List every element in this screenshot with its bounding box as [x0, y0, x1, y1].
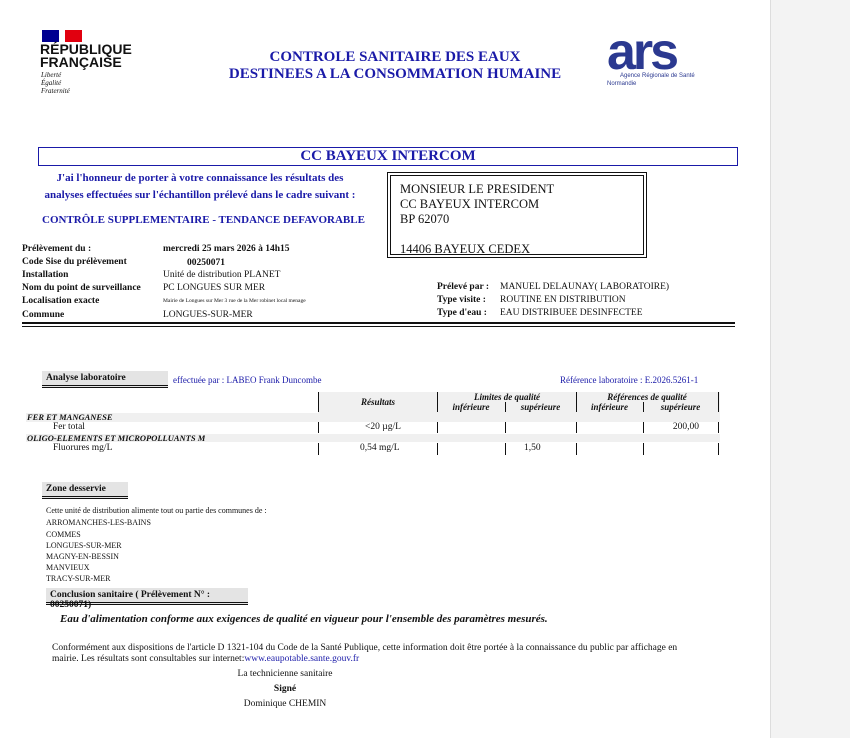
- info-right-value: EAU DISTRIBUEE DESINFECTEE: [500, 308, 643, 318]
- footer-para1: Conformément aux dispositions de l'artic…: [52, 643, 678, 653]
- header-results: Résultats: [360, 397, 395, 407]
- ars-logo: ars: [607, 23, 679, 81]
- devise-liberte: Liberté: [41, 71, 62, 79]
- header-limits: Limites de qualité: [474, 392, 540, 402]
- commune-item: MANVIEUX: [46, 563, 90, 572]
- commune-item: COMMES: [46, 530, 81, 539]
- header-lim-inf: inférieure: [452, 402, 490, 412]
- zone-intro: Cette unité de distribution alimente tou…: [46, 506, 267, 515]
- address-line: BP 62070: [400, 212, 450, 226]
- param-name: Fer total: [53, 422, 85, 432]
- info-right-label: Type d'eau :: [437, 308, 487, 318]
- table-header-bg: [318, 392, 720, 413]
- header-lim-sup: supérieure: [520, 402, 561, 412]
- commune-item: TRACY-SUR-MER: [46, 574, 111, 583]
- commune-item: MAGNY-EN-BESSIN: [46, 552, 119, 561]
- intro-line1: J'ai l'honneur de porter à votre connais…: [56, 172, 344, 184]
- info-label: Commune: [22, 310, 65, 320]
- conclusion-text: Eau d'alimentation conforme aux exigence…: [60, 613, 548, 625]
- info-value: Mairie de Longues sur Mer 3 rue de la Me…: [163, 298, 306, 304]
- doc-title-line1: CONTROLE SANITAIRE DES EAUX: [269, 49, 521, 65]
- ars-region: Normandie: [607, 81, 637, 87]
- commune-item: ARROMANCHES-LES-BAINS: [46, 518, 151, 527]
- group-name: OLIGO-ELEMENTS ET MICROPOLLUANTS M: [27, 433, 206, 442]
- republique-label: RÉPUBLIQUE: [40, 41, 132, 57]
- signatory-role: La technicienne sanitaire: [237, 669, 333, 679]
- info-value: Unité de distribution PLANET: [163, 270, 281, 280]
- analyse-ref: Référence laboratoire : E.2026.5261-1: [560, 375, 699, 385]
- info-label: Prélèvement du :: [22, 244, 92, 254]
- info-label: Localisation exacte: [22, 296, 100, 306]
- signed-label: Signé: [273, 684, 297, 694]
- footer-para2-text: mairie. Les résultats sont consultables …: [52, 654, 245, 664]
- address-line: MONSIEUR LE PRESIDENT: [400, 182, 555, 196]
- param-result: 0,54 mg/L: [360, 443, 400, 453]
- context-label: CONTRÔLE SUPPLEMENTAIRE - TENDANCE DEFAV…: [42, 214, 365, 226]
- param-lim-sup: 1,50: [524, 443, 541, 453]
- eaupotable-link[interactable]: www.eaupotable.sante.gouv.fr: [244, 654, 360, 664]
- info-right-label: Type visite :: [437, 295, 486, 305]
- info-right-value: MANUEL DELAUNAY( LABORATOIRE): [500, 282, 670, 292]
- group-row: [26, 413, 720, 422]
- param-result: <20 µg/L: [365, 422, 401, 432]
- francaise-label: FRANÇAISE: [40, 54, 122, 70]
- info-value: PC LONGUES SUR MER: [163, 283, 266, 293]
- info-label: Nom du point de surveillance: [22, 283, 141, 293]
- group-name: FER ET MANGANESE: [27, 412, 113, 422]
- header-refs: Références de qualité: [607, 392, 687, 402]
- recipient-title-box: CC BAYEUX INTERCOM: [38, 147, 738, 166]
- intro-line2: analyses effectuées sur l'échantillon pr…: [44, 189, 356, 201]
- info-label: Code Sise du prélèvement: [22, 257, 127, 267]
- info-value: LONGUES-SUR-MER: [163, 310, 253, 320]
- analyse-by: effectuée par : LABEO Frank Duncombe: [173, 375, 322, 385]
- footer-para2: mairie. Les résultats sont consultables …: [52, 654, 359, 664]
- commune-item: LONGUES-SUR-MER: [46, 541, 122, 550]
- signatory-name: Dominique CHEMIN: [243, 699, 327, 709]
- ars-subtitle: Agence Régionale de Santé: [620, 73, 695, 79]
- analyse-title: Analyse laboratoire: [42, 371, 168, 388]
- devise-fraternite: Fraternité: [41, 87, 70, 95]
- info-right-label: Prélevé par :: [437, 282, 490, 292]
- address-box: MONSIEUR LE PRESIDENT CC BAYEUX INTERCOM…: [387, 172, 647, 258]
- param-ref-sup: 200,00: [672, 422, 699, 432]
- divider: [22, 322, 735, 327]
- address-line: 14406 BAYEUX CEDEX: [400, 242, 531, 256]
- zone-title: Zone desservie: [42, 482, 128, 499]
- header-ref-sup: supérieure: [660, 402, 701, 412]
- french-flag-logo: [42, 30, 83, 42]
- viewer-background: [770, 0, 850, 738]
- address-line: [400, 227, 643, 242]
- header-ref-inf: inférieure: [591, 402, 628, 412]
- doc-title-line2: DESTINEES A LA CONSOMMATION HUMAINE: [228, 66, 562, 82]
- devise-egalite: Égalité: [41, 79, 62, 87]
- info-right-value: ROUTINE EN DISTRIBUTION: [500, 295, 626, 305]
- param-name: Fluorures mg/L: [53, 443, 113, 453]
- conclusion-title: Conclusion sanitaire ( Prélèvement N° : …: [46, 588, 248, 610]
- recipient-title: CC BAYEUX INTERCOM: [300, 148, 476, 164]
- info-value: mercredi 25 mars 2026 à 14h15: [163, 244, 290, 254]
- group-row: [26, 434, 720, 442]
- info-label: Installation: [22, 270, 69, 280]
- info-value: 00250071: [187, 258, 225, 268]
- address-line: CC BAYEUX INTERCOM: [400, 197, 540, 211]
